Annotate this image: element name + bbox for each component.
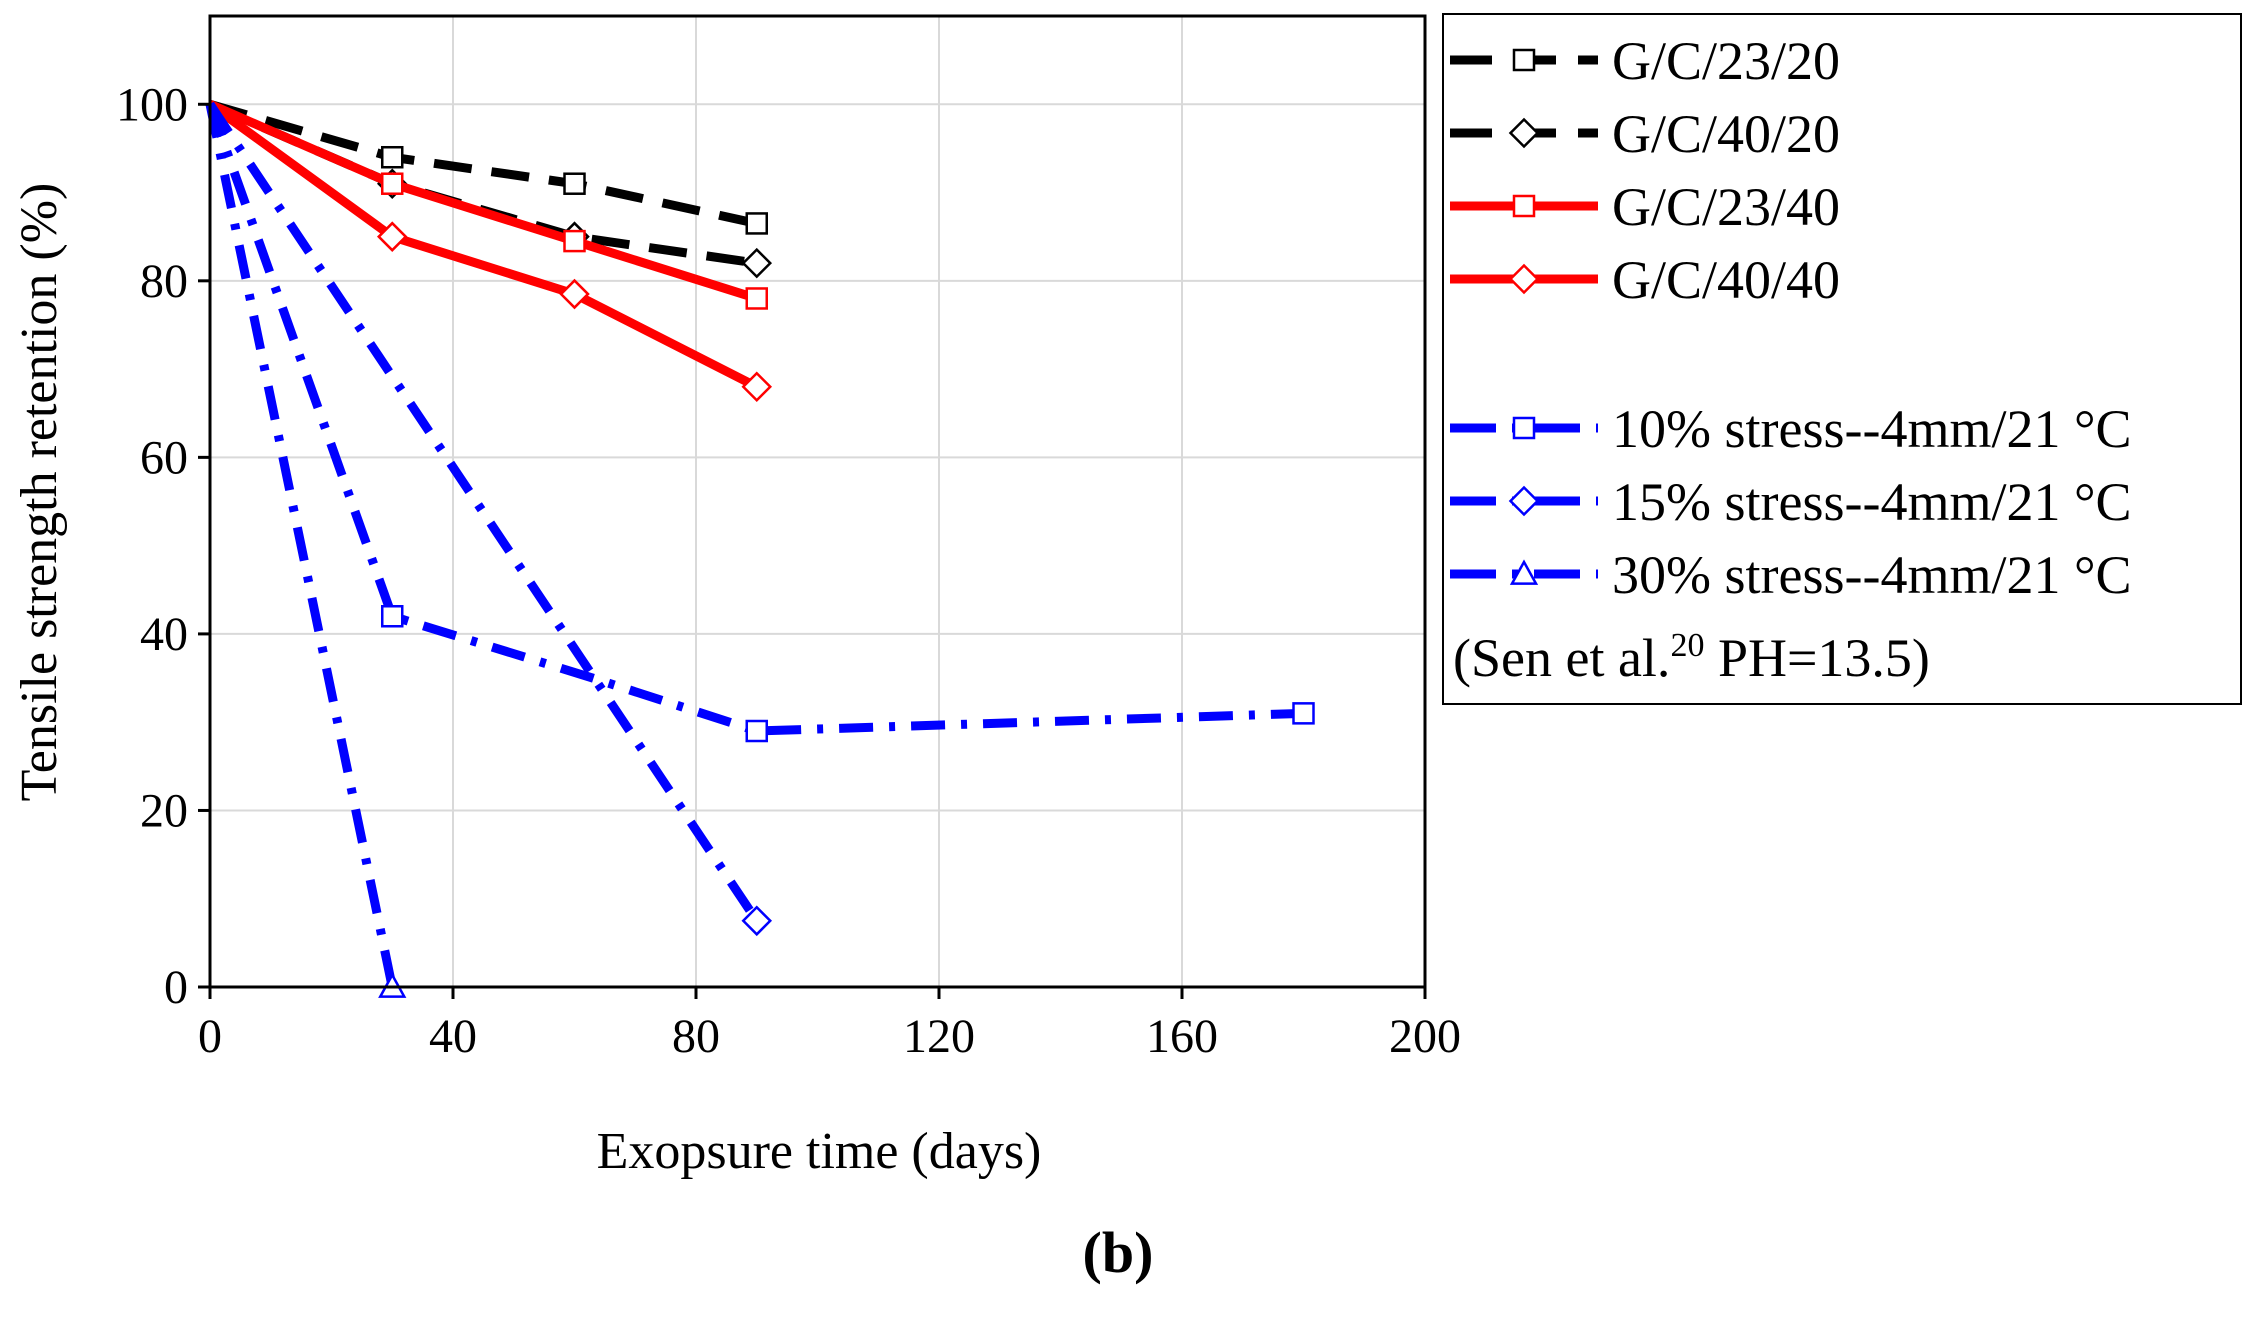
marker-diamond	[376, 221, 408, 252]
x-tick-label: 80	[672, 1010, 720, 1063]
marker-square	[1292, 702, 1315, 725]
series-1	[208, 99, 768, 235]
legend-label: G/C/23/20	[1612, 31, 1840, 91]
legend-note-prefix: (Sen et al.	[1453, 628, 1670, 688]
x-tick-label: 160	[1146, 1010, 1218, 1063]
series-3	[208, 100, 768, 310]
legend-label: G/C/23/40	[1612, 177, 1840, 237]
y-tick-label: 80	[140, 255, 188, 308]
marker-triangle	[1509, 559, 1539, 585]
y-tick-label: 0	[164, 961, 188, 1014]
marker-square	[563, 229, 586, 253]
marker-diamond	[1508, 117, 1540, 149]
legend-entry: G/C/40/40	[1450, 250, 1840, 310]
legend-label: G/C/40/40	[1612, 250, 1840, 310]
legend-note-suffix: PH=13.5)	[1704, 628, 1929, 688]
legend-entry: 30% stress--4mm/21 °C	[1450, 545, 2132, 605]
marker-square	[1512, 194, 1536, 218]
legend-entry: G/C/23/20	[1450, 31, 1840, 91]
y-tick-label: 100	[116, 78, 188, 131]
legend-label: G/C/40/20	[1612, 104, 1840, 164]
x-tick-label: 200	[1389, 1010, 1461, 1063]
marker-square	[745, 719, 768, 743]
series-line	[208, 99, 758, 228]
marker-square	[745, 287, 768, 310]
marker-square	[563, 172, 586, 195]
series-layer	[205, 99, 1315, 998]
legend-note: (Sen et al.20 PH=13.5)	[1453, 627, 1930, 688]
marker-square	[1512, 48, 1536, 72]
series-line	[206, 101, 761, 924]
marker-diamond	[741, 247, 773, 279]
marker-diamond	[1508, 485, 1540, 517]
series-7	[205, 103, 407, 998]
legend-entry: G/C/23/40	[1450, 177, 1840, 237]
axis-ticks: 0 40 80 120 160 200 0 20 40 60 80 100	[116, 78, 1461, 1063]
y-tick-label: 20	[140, 784, 188, 837]
legend-entry: 10% stress--4mm/21 °C	[1450, 399, 2132, 459]
x-tick-label: 0	[198, 1010, 222, 1063]
marker-diamond	[741, 905, 773, 937]
marker-diamond	[741, 371, 773, 403]
x-tick-label: 120	[903, 1010, 975, 1063]
legend-entry: 15% stress--4mm/21 °C	[1450, 472, 2132, 532]
marker-square	[381, 605, 404, 628]
marker-square	[381, 172, 404, 195]
legend-label: 10% stress--4mm/21 °C	[1612, 399, 2132, 459]
marker-square	[381, 145, 404, 169]
legend: (Sen et al.20 PH=13.5) G/C/23/20 G/C/40/2…	[1442, 13, 2242, 705]
marker-square	[1512, 416, 1536, 440]
marker-diamond	[559, 278, 590, 310]
y-tick-label: 40	[140, 608, 188, 661]
series-line	[205, 102, 1304, 736]
series-line	[207, 100, 759, 391]
series-line	[208, 100, 759, 303]
panel-label: (b)	[1083, 1220, 1154, 1285]
x-axis-title: Exopsure time (days)	[597, 1123, 1042, 1180]
legend-box	[1442, 13, 2242, 705]
series-4	[207, 100, 773, 403]
y-axis-title: Tensile strength retention (%)	[11, 183, 68, 802]
marker-diamond	[1508, 263, 1540, 295]
series-6	[206, 101, 773, 937]
plot-frame	[208, 14, 1427, 989]
series-5	[205, 102, 1315, 743]
series-line	[205, 103, 397, 988]
legend-entry: G/C/40/20	[1450, 104, 1840, 164]
legend-label: 15% stress--4mm/21 °C	[1612, 472, 2132, 532]
y-tick-label: 60	[140, 431, 188, 484]
x-tick-label: 40	[429, 1010, 477, 1063]
legend-label: 30% stress--4mm/21 °C	[1612, 545, 2132, 605]
legend-note-superscript: 20	[1670, 627, 1704, 664]
marker-square	[745, 212, 768, 235]
